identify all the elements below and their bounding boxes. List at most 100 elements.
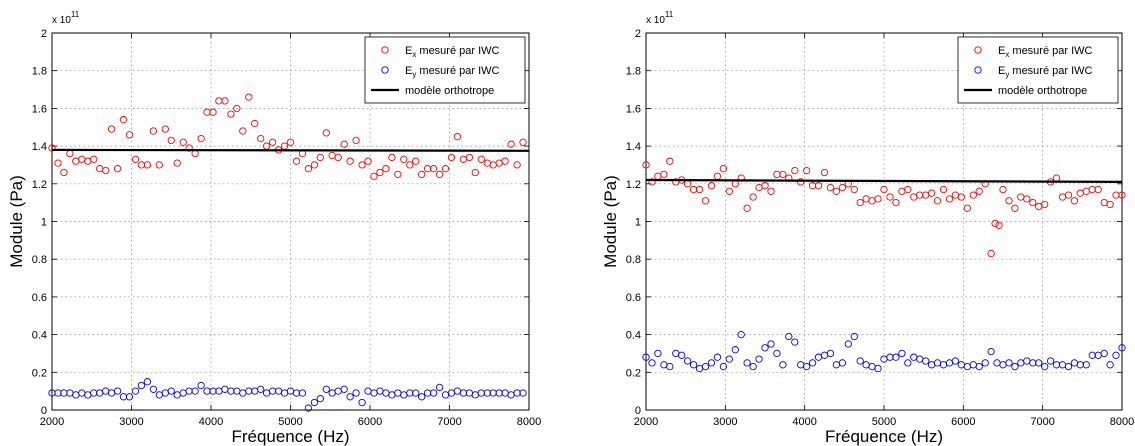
ey-point [666, 362, 674, 371]
ey-point [719, 362, 728, 371]
ex-point [364, 157, 372, 165]
ex-point [1088, 185, 1096, 194]
axes-box [51, 32, 530, 411]
ey-point [826, 349, 835, 358]
ex-point [904, 185, 912, 194]
ex-point [725, 187, 733, 195]
ex-point [507, 140, 515, 148]
ex-point [1064, 191, 1073, 199]
legend-entry-rest: mesuré par IWC [416, 45, 499, 57]
ey-point [418, 393, 426, 401]
model-line [51, 148, 530, 152]
x-axis-label: Fréquence (Hz) [231, 427, 349, 446]
ey-point [802, 362, 811, 371]
y-tick-label: 1.4 [626, 141, 641, 153]
ey-point [743, 359, 751, 367]
ex-point [969, 191, 977, 199]
ey-point [850, 332, 858, 341]
y-exponent-power: 11 [665, 10, 674, 19]
ex-point [286, 138, 295, 146]
ex-point [874, 195, 882, 203]
ey-point [1035, 359, 1043, 367]
ex-point [689, 185, 698, 194]
legend-entry-main: E [998, 65, 1005, 77]
ey-point [316, 395, 324, 403]
x-tick-label: 6000 [358, 416, 382, 428]
ex-point [886, 193, 894, 201]
ey-point [1041, 362, 1049, 371]
ex-point [719, 165, 728, 173]
ex-point [227, 110, 235, 118]
legend-circle-marker [381, 66, 389, 74]
ey-point [257, 385, 265, 393]
legend-entry-label: Ey mesuré par IWC [405, 65, 500, 79]
ex-point [501, 157, 509, 165]
ey-point [731, 346, 739, 354]
ex-point [1070, 197, 1079, 205]
ex-point [322, 129, 330, 137]
ey-point [1082, 361, 1090, 369]
ey-point [654, 349, 662, 358]
ex-point [352, 136, 360, 145]
ex-point [102, 166, 110, 175]
ex-point [975, 187, 983, 195]
ey-point [245, 387, 253, 395]
ex-point [1011, 204, 1019, 212]
ey-point [683, 357, 692, 365]
ey-point [322, 385, 330, 393]
ey-point [131, 387, 140, 395]
y-tick-label: 2 [41, 28, 47, 40]
ey-point [310, 398, 319, 407]
ex-point [814, 182, 823, 190]
ex-point [1106, 200, 1114, 209]
ex-point [412, 157, 420, 165]
ey-point [951, 357, 960, 365]
ey-point [785, 332, 793, 341]
ex-point [707, 182, 716, 190]
x-tick-label: 3000 [119, 416, 143, 428]
legend-circle-marker [974, 66, 982, 74]
chart-panel-1: 2000 3000 4000 5000 6000 7000 8000 0 0.2 0.4 0.6 0.… [7, 10, 541, 446]
x-tick-label: 8000 [1110, 416, 1134, 428]
ex-point [340, 140, 348, 148]
x-tick-label: 4000 [792, 416, 816, 428]
ex-point [233, 104, 241, 113]
x-tick-label: 8000 [517, 416, 541, 428]
legend-entry-sub: x [412, 50, 416, 59]
x-tick-label: 2000 [634, 416, 658, 428]
ey-point [767, 340, 775, 348]
x-tick-label: 3000 [713, 416, 737, 428]
ex-point [856, 198, 864, 207]
ey-point [975, 362, 983, 371]
legend-entry-label: Ey mesuré par IWC [998, 65, 1093, 79]
ex-point [695, 185, 704, 194]
ex-point [832, 187, 841, 195]
ey-point [54, 389, 62, 397]
ey-point [197, 381, 205, 390]
y-tick-label: 1 [635, 217, 641, 229]
chart-panel-2: 2000 3000 4000 5000 6000 7000 8000 0 0.2 0.4 0.6 0.… [601, 10, 1134, 446]
y-tick-label: 1.6 [626, 103, 641, 115]
ex-point [161, 125, 169, 133]
ex-point [933, 197, 942, 205]
y-tick-label: 0.8 [626, 254, 641, 266]
ex-point [251, 119, 259, 128]
ex-point [310, 161, 319, 169]
ex-point [119, 116, 128, 124]
ex-point [957, 193, 965, 201]
ex-point [400, 155, 408, 163]
ex-point [642, 161, 650, 169]
ex-point [826, 183, 835, 192]
ex-point [239, 127, 247, 135]
ey-point [113, 387, 122, 395]
ey-point [406, 389, 414, 397]
ey-point [779, 361, 787, 369]
ey-point [689, 361, 698, 369]
ex-point [149, 127, 158, 135]
x-tick-label: 6000 [951, 416, 975, 428]
legend-entry-rest: mesuré par IWC [1009, 65, 1092, 77]
ey-point [358, 398, 366, 407]
ex-point [892, 198, 900, 207]
ey-point [773, 349, 781, 358]
ex-point [850, 185, 858, 194]
